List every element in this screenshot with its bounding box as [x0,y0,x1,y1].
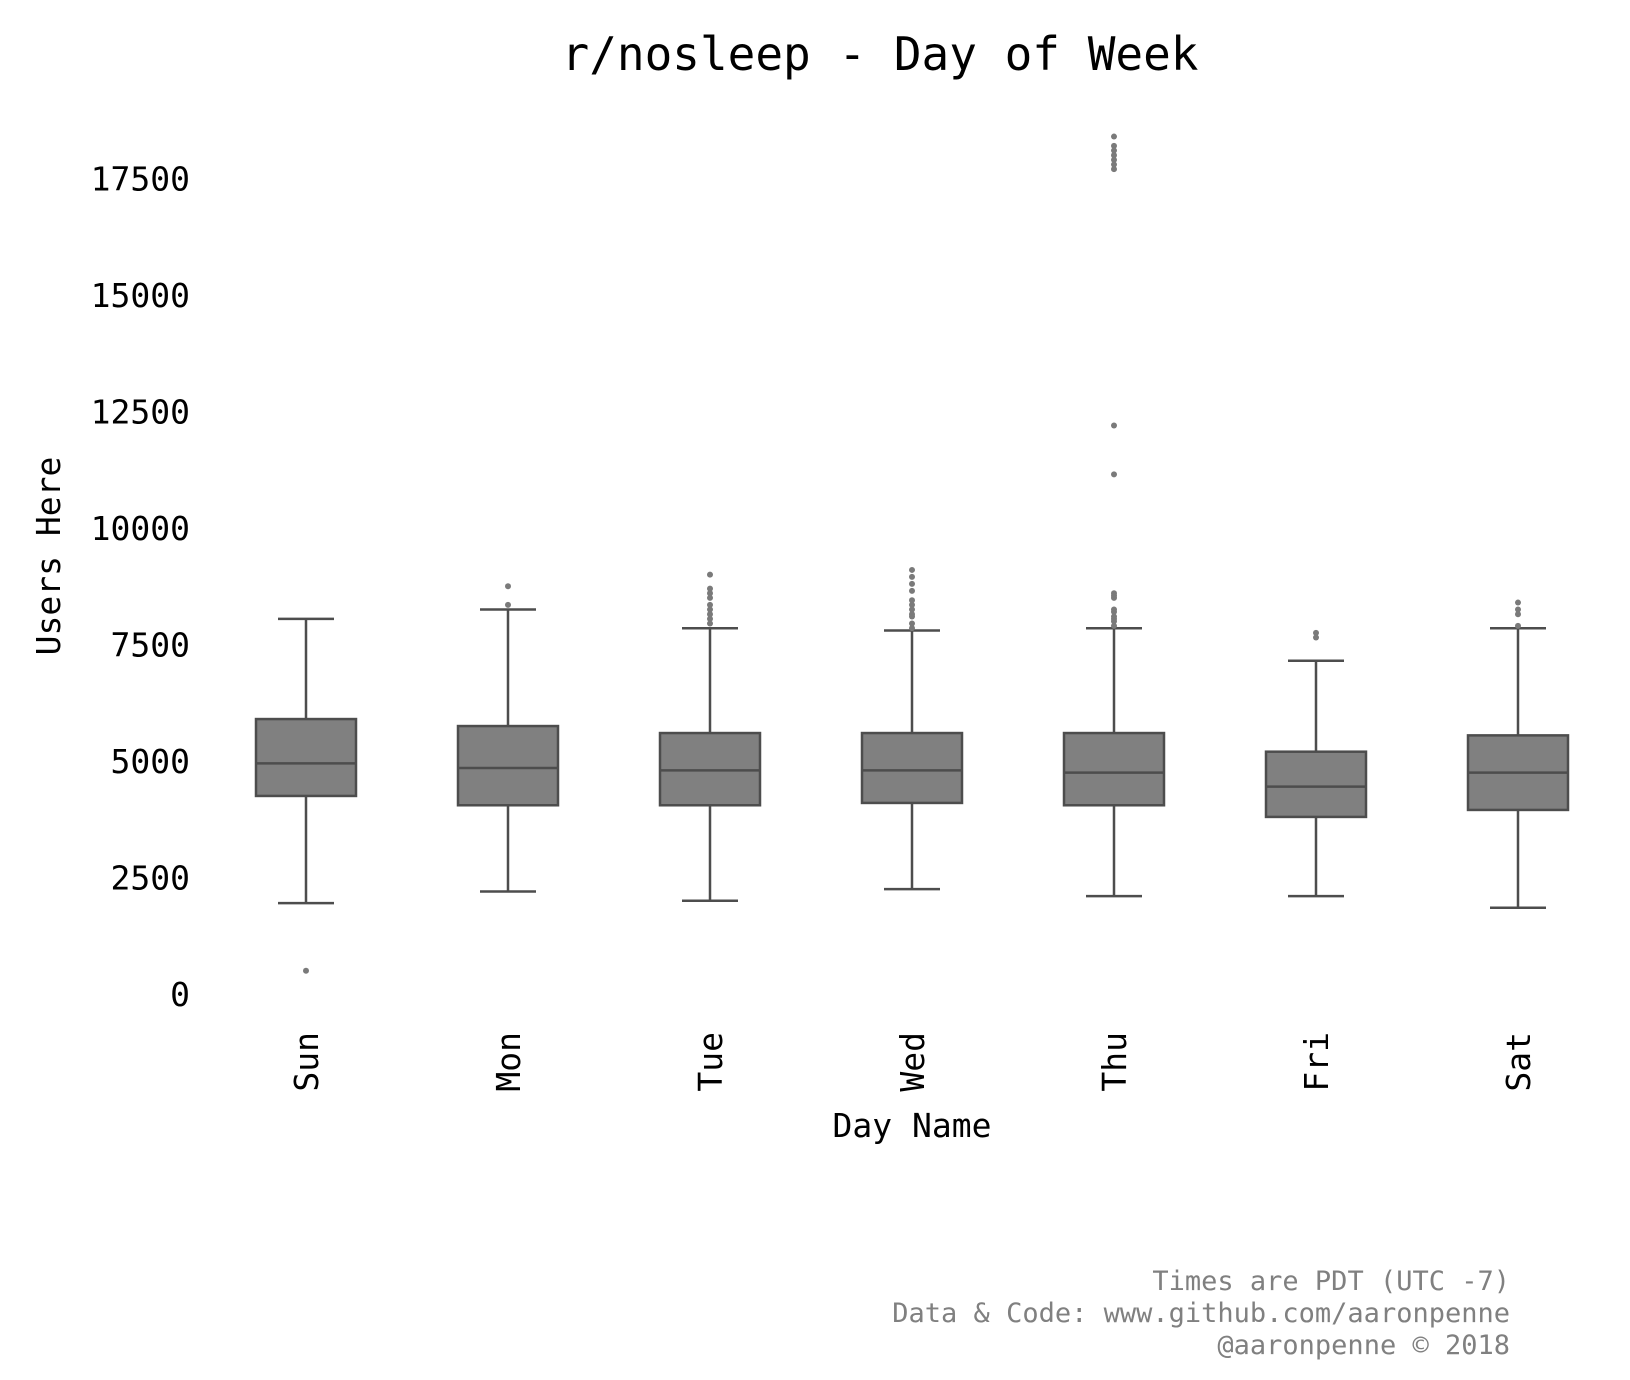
outlier-point [909,566,915,573]
outlier-point [909,625,915,632]
y-tick-label: 12500 [91,393,190,432]
outlier-point [1111,161,1117,168]
x-tick-label: Wed [893,1032,932,1092]
y-axis-ticks: 0 2500 5000 7500 10000 12500 15000 17500 [91,160,190,1015]
y-axis-label: Users Here [29,457,68,656]
credit-line-author: @aaronpenne © 2018 [1217,1330,1510,1361]
x-tick-label: Sun [287,1032,326,1092]
outlier-point [909,611,915,618]
outlier-point [707,571,713,578]
outlier-point [707,594,713,601]
x-tick-label: Sat [1499,1032,1538,1092]
outlier-point [303,967,309,974]
box-sun [254,617,358,974]
credit-line-timezone: Times are PDT (UTC -7) [1152,1266,1510,1297]
outlier-point [1111,590,1117,597]
outlier-point [1515,611,1521,618]
outlier-point [1111,152,1117,159]
outlier-point [1111,613,1117,620]
outlier-point [1111,133,1117,140]
iqr-box [456,724,560,807]
iqr-box [1062,731,1166,807]
outlier-point [1111,156,1117,163]
iqr-box [254,717,358,798]
y-tick-label: 5000 [111,742,190,781]
outlier-point [1111,622,1117,629]
box-mon [456,583,560,893]
y-tick-label: 0 [170,975,190,1014]
box-fri [1264,629,1368,898]
outlier-point [707,620,713,627]
y-tick-label: 15000 [91,276,190,315]
y-tick-label: 2500 [111,859,190,898]
boxes [254,133,1570,974]
outlier-point [909,580,915,587]
outlier-point [707,615,713,622]
x-axis-ticks: Sun Mon Tue Wed Thu Fri Sat [287,1032,1538,1092]
x-tick-label: Thu [1095,1032,1134,1092]
outlier-point [1111,166,1117,173]
box-thu [1062,133,1166,898]
outlier-point [1111,471,1117,478]
box-wed [860,566,964,891]
outlier-point [909,606,915,613]
credits: Times are PDT (UTC -7) Data & Code: www.… [892,1266,1510,1362]
outlier-point [909,620,915,627]
outlier-point [1111,606,1117,613]
outlier-point [1111,147,1117,154]
outlier-point [1515,622,1521,629]
outlier-point [505,601,511,608]
outlier-point [1313,629,1319,636]
outlier-point [707,585,713,592]
outlier-point [707,590,713,597]
outlier-point [1515,599,1521,606]
iqr-box [860,731,964,805]
box-tue [658,571,762,903]
outlier-point [707,601,713,608]
credit-line-source: Data & Code: www.github.com/aaronpenne [892,1298,1510,1329]
outlier-point [505,583,511,590]
x-axis-label: Day Name [833,1106,992,1145]
outlier-point [909,597,915,604]
outlier-point [707,611,713,618]
y-tick-label: 17500 [91,160,190,199]
outlier-point [909,587,915,594]
box-sat [1466,599,1570,910]
x-tick-label: Tue [691,1032,730,1092]
outlier-point [1111,422,1117,429]
outlier-point [707,606,713,613]
y-tick-label: 7500 [111,626,190,665]
outlier-point [1111,142,1117,149]
outlier-point [909,573,915,580]
outlier-point [1515,606,1521,613]
chart-title: r/nosleep - Day of Week [562,27,1199,81]
outlier-point [1313,634,1319,641]
outlier-point [909,601,915,608]
x-tick-label: Mon [489,1032,528,1092]
x-tick-label: Fri [1297,1032,1336,1092]
y-tick-label: 10000 [91,509,190,548]
iqr-box [1264,750,1368,819]
